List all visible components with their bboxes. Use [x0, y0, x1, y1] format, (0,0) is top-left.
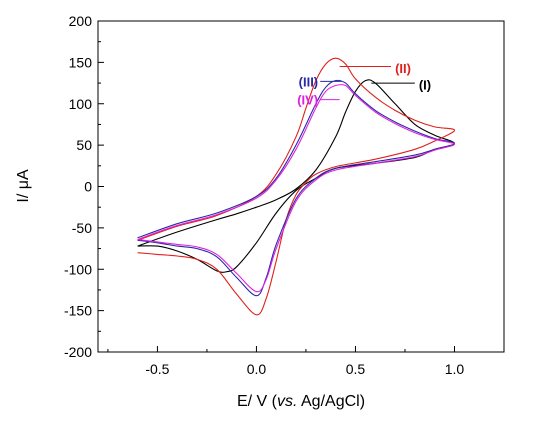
annotation-label-iii: (III) [299, 74, 319, 89]
series-layer [137, 57, 456, 316]
annotation-label-iv: (IV) [297, 93, 318, 108]
annotation-layer: (II) (I) (III) (IV) [297, 61, 431, 107]
series-line-iv [137, 84, 456, 293]
x-tick-label: 1.0 [445, 361, 465, 377]
y-tick-label: 0 [84, 179, 92, 195]
x-axis-label-prefix: E/ V ( [237, 393, 278, 410]
x-tick-label: -0.5 [145, 361, 169, 377]
y-tick-label: -150 [64, 303, 92, 319]
series-line-ii [137, 57, 456, 316]
x-axis-label-italic: vs. [277, 393, 297, 410]
y-tick-label: -200 [64, 344, 92, 360]
annotation-label-ii: (II) [395, 61, 411, 76]
x-axis-label-suffix: Ag/AgCl) [297, 393, 365, 410]
y-tick-label: -100 [64, 261, 92, 277]
y-tick-label: -50 [72, 220, 92, 236]
tick-layer: -200 -150 -100 -50 0 50 100 150 200 -0.5 0.0 0.5 1.0 [64, 13, 505, 377]
annotation-label-i: (I) [419, 78, 431, 93]
series-line-i [137, 79, 456, 273]
y-tick-label: 150 [69, 54, 93, 70]
x-tick-label: 0.5 [346, 361, 366, 377]
y-tick-label: 100 [69, 96, 93, 112]
y-tick-label: 50 [76, 137, 92, 153]
series-line-iii [137, 79, 456, 297]
x-axis-label: E/ V (vs. Ag/AgCl) [237, 393, 365, 410]
y-axis-label: I/ μA [15, 169, 32, 203]
x-tick-label: 0.0 [247, 361, 267, 377]
y-tick-label: 200 [69, 13, 93, 29]
